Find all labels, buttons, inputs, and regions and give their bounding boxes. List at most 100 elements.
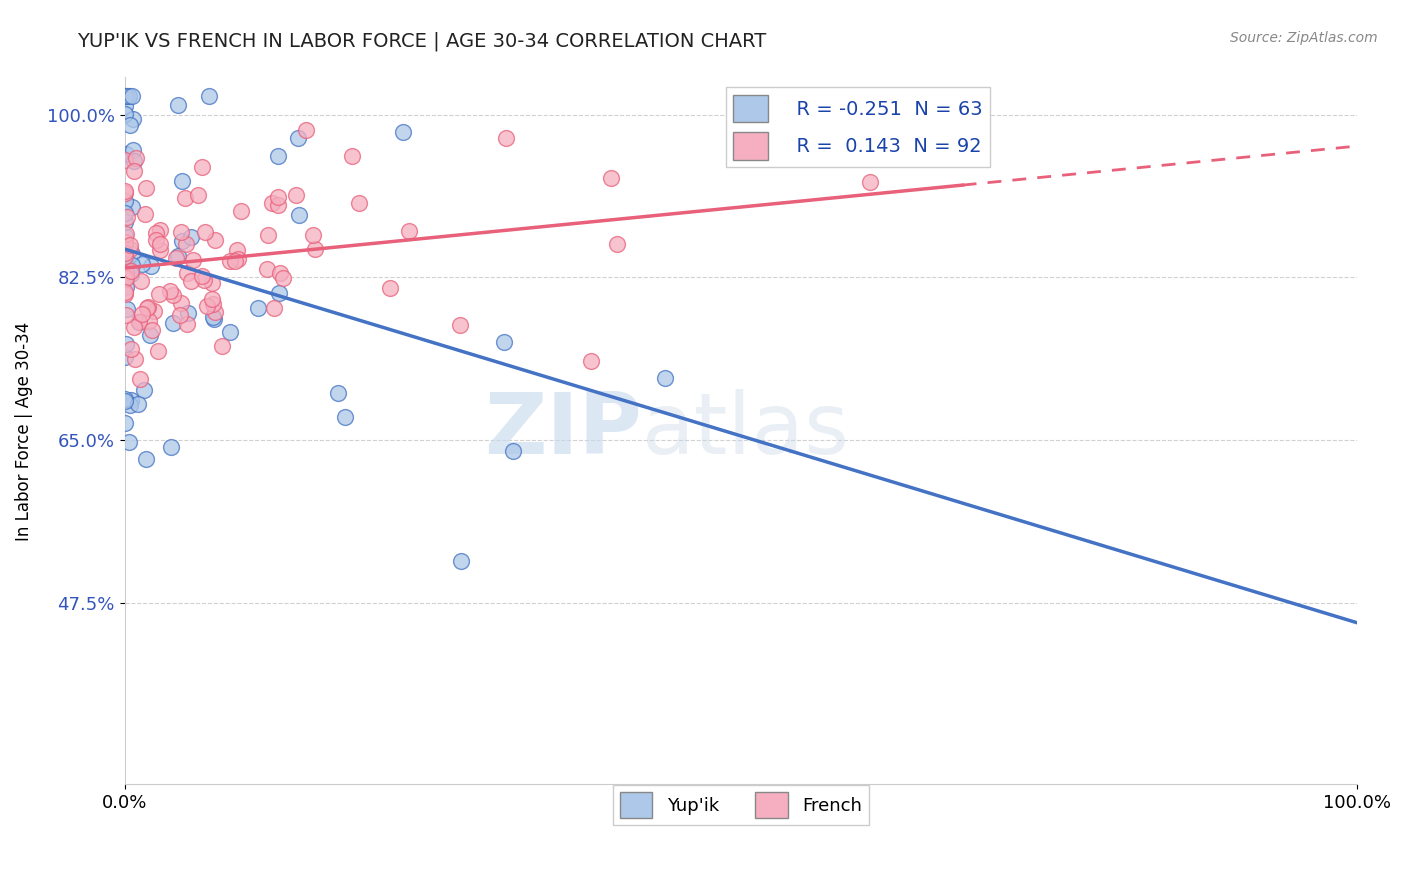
Point — [118, 237, 141, 252]
Point — [162, 316, 184, 330]
Point — [122, 320, 145, 334]
Point — [378, 281, 401, 295]
Point — [136, 300, 159, 314]
Point — [139, 260, 162, 274]
Point — [114, 228, 136, 243]
Point — [256, 227, 278, 242]
Point — [115, 227, 138, 242]
Point — [121, 247, 143, 261]
Point — [115, 279, 138, 293]
Point — [187, 187, 209, 202]
Point — [606, 236, 628, 251]
Point — [114, 235, 136, 249]
Point — [287, 130, 309, 145]
Point — [121, 89, 143, 103]
Point — [201, 292, 224, 306]
Point — [114, 206, 136, 220]
Point — [117, 89, 139, 103]
Point — [114, 249, 136, 263]
Point — [198, 89, 221, 103]
Point — [170, 296, 193, 310]
Point — [148, 287, 170, 301]
Point — [193, 226, 215, 240]
Point — [226, 252, 249, 266]
Point — [347, 196, 370, 211]
Point — [135, 181, 157, 195]
Point — [145, 233, 167, 247]
Point — [115, 147, 138, 161]
Point — [114, 392, 136, 406]
Point — [224, 253, 246, 268]
Point — [129, 274, 152, 288]
Point — [134, 207, 156, 221]
Point — [115, 309, 138, 323]
Point — [176, 317, 198, 331]
Point — [858, 175, 880, 189]
Point — [120, 242, 142, 256]
Point — [114, 251, 136, 265]
Point — [181, 253, 204, 268]
Point — [195, 299, 218, 313]
Point — [145, 226, 167, 240]
Point — [117, 435, 139, 450]
Point — [267, 189, 290, 203]
Point — [295, 123, 318, 137]
Point — [114, 186, 136, 200]
Point — [167, 249, 190, 263]
Point — [169, 309, 191, 323]
Point — [226, 244, 249, 258]
Point — [200, 276, 222, 290]
Point — [122, 164, 145, 178]
Point — [121, 200, 143, 214]
Point — [142, 304, 165, 318]
Point — [128, 314, 150, 328]
Point — [599, 170, 621, 185]
Point — [174, 191, 197, 205]
Point — [114, 184, 136, 198]
Point — [219, 253, 242, 268]
Point — [138, 314, 160, 328]
Point — [176, 266, 198, 280]
Point — [114, 98, 136, 112]
Point — [287, 208, 309, 222]
Point — [260, 195, 283, 210]
Point — [502, 444, 524, 458]
Point — [131, 307, 153, 321]
Point — [124, 352, 146, 367]
Point — [122, 153, 145, 168]
Point — [114, 215, 136, 229]
Point — [136, 301, 159, 315]
Point — [170, 234, 193, 248]
Point — [120, 264, 142, 278]
Point — [159, 284, 181, 298]
Point — [135, 452, 157, 467]
Point — [115, 210, 138, 224]
Point — [132, 383, 155, 397]
Text: Source: ZipAtlas.com: Source: ZipAtlas.com — [1230, 31, 1378, 45]
Text: atlas: atlas — [643, 390, 851, 473]
Point — [129, 372, 152, 386]
Point — [114, 271, 136, 285]
Point — [114, 416, 136, 430]
Point — [114, 271, 136, 285]
Point — [269, 266, 291, 280]
Point — [128, 315, 150, 329]
Point — [202, 297, 225, 311]
Point — [495, 130, 517, 145]
Point — [191, 160, 214, 174]
Point — [326, 386, 349, 401]
Point — [114, 285, 136, 300]
Point — [120, 343, 142, 357]
Point — [201, 310, 224, 325]
Point — [115, 337, 138, 351]
Point — [115, 266, 138, 280]
Text: YUP'IK VS FRENCH IN LABOR FORCE | AGE 30-34 CORRELATION CHART: YUP'IK VS FRENCH IN LABOR FORCE | AGE 30… — [77, 31, 766, 51]
Point — [229, 203, 252, 218]
Point — [118, 118, 141, 132]
Point — [333, 409, 356, 424]
Point — [114, 350, 136, 364]
Point — [167, 98, 190, 112]
Point — [120, 267, 142, 281]
Point — [121, 112, 143, 126]
Point — [654, 370, 676, 384]
